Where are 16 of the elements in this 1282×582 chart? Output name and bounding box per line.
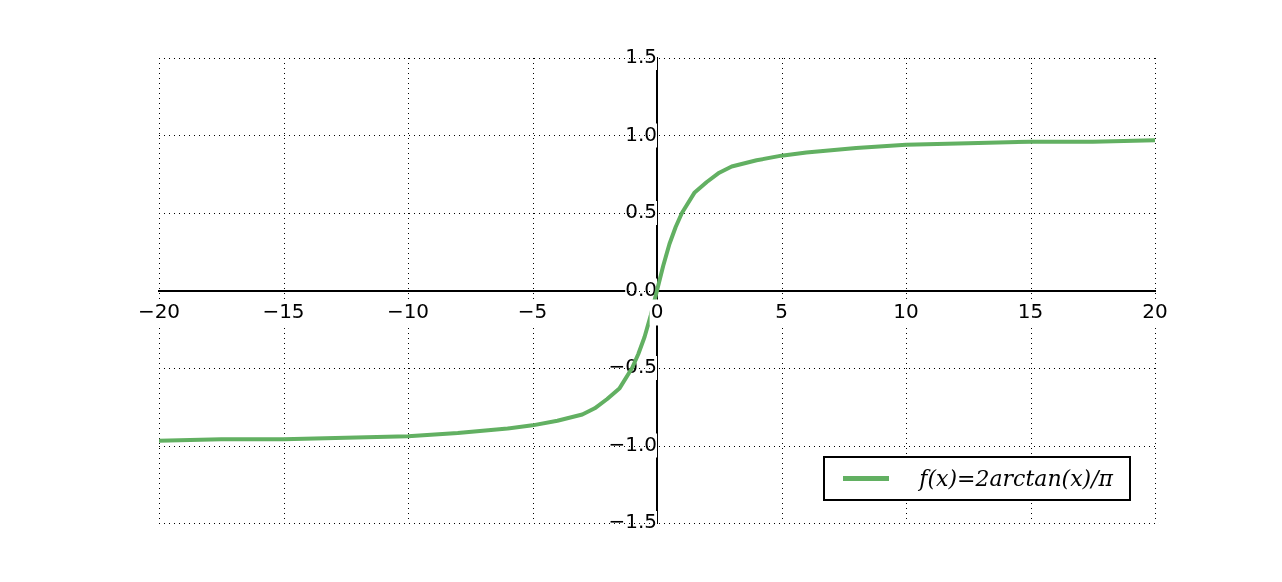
x-tick-label: −10 xyxy=(386,298,430,323)
x-tick-label: 15 xyxy=(1017,298,1044,323)
x-tick-label: −20 xyxy=(137,298,181,323)
x-tick-label: 5 xyxy=(775,298,788,323)
x-tick-label: −5 xyxy=(517,298,548,323)
y-tick-label: −1.0 xyxy=(608,431,657,456)
legend-label: f(x)=2arctan(x)/π xyxy=(919,466,1113,491)
y-tick-label: 1.5 xyxy=(625,44,657,69)
y-tick-label: −1.5 xyxy=(608,509,657,534)
y-tick-label: 0.0 xyxy=(625,276,657,301)
x-tick-label: 0 xyxy=(650,298,664,323)
y-tick-label: 1.0 xyxy=(625,121,657,146)
y-tick-label: 0.5 xyxy=(625,199,657,224)
x-tick-label: 10 xyxy=(893,298,919,323)
x-tick-label: −15 xyxy=(262,298,305,323)
x-tick-label: 20 xyxy=(1142,298,1168,323)
